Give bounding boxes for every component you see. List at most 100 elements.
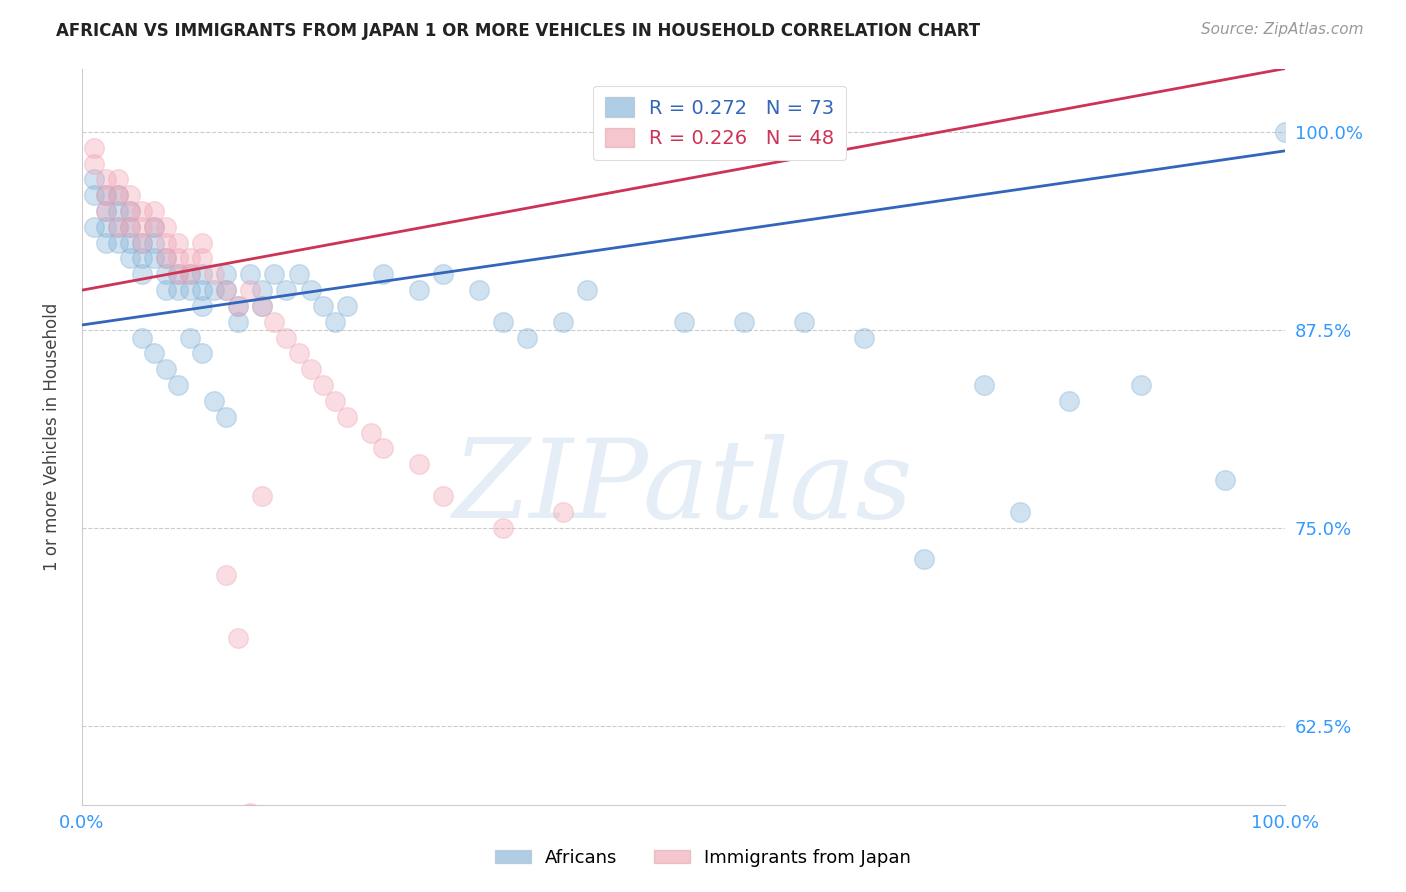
Africans	[276, 283, 298, 297]
Africans	[252, 299, 274, 313]
Text: AFRICAN VS IMMIGRANTS FROM JAPAN 1 OR MORE VEHICLES IN HOUSEHOLD CORRELATION CHA: AFRICAN VS IMMIGRANTS FROM JAPAN 1 OR MO…	[56, 22, 980, 40]
Immigrants from Japan	[167, 268, 190, 282]
Africans	[228, 315, 250, 329]
Immigrants from Japan	[371, 442, 394, 456]
Immigrants from Japan	[120, 204, 142, 219]
Africans	[215, 268, 238, 282]
Africans	[155, 268, 177, 282]
Africans	[853, 331, 876, 345]
Africans	[155, 283, 177, 297]
Immigrants from Japan	[191, 252, 214, 266]
Immigrants from Japan	[120, 188, 142, 202]
Africans	[191, 299, 214, 313]
Y-axis label: 1 or more Vehicles in Household: 1 or more Vehicles in Household	[44, 302, 60, 571]
Africans	[793, 315, 815, 329]
Africans	[143, 252, 166, 266]
Africans	[371, 268, 394, 282]
Africans	[179, 331, 201, 345]
Immigrants from Japan	[432, 489, 454, 503]
Immigrants from Japan	[492, 521, 515, 535]
Africans	[1274, 125, 1296, 139]
Africans	[973, 378, 995, 392]
Immigrants from Japan	[155, 219, 177, 234]
Text: Source: ZipAtlas.com: Source: ZipAtlas.com	[1201, 22, 1364, 37]
Africans	[83, 172, 105, 186]
Immigrants from Japan	[155, 235, 177, 250]
Immigrants from Japan	[131, 204, 153, 219]
Africans	[299, 283, 322, 297]
Africans	[131, 331, 153, 345]
Africans	[120, 252, 142, 266]
Africans	[1057, 394, 1080, 409]
Immigrants from Japan	[83, 141, 105, 155]
Immigrants from Japan	[252, 489, 274, 503]
Immigrants from Japan	[408, 458, 430, 472]
Legend: R = 0.272   N = 73, R = 0.226   N = 48: R = 0.272 N = 73, R = 0.226 N = 48	[593, 86, 846, 160]
Africans	[191, 268, 214, 282]
Immigrants from Japan	[239, 283, 262, 297]
Immigrants from Japan	[228, 299, 250, 313]
Immigrants from Japan	[202, 268, 225, 282]
Immigrants from Japan	[239, 805, 262, 820]
Immigrants from Japan	[167, 235, 190, 250]
Immigrants from Japan	[94, 172, 117, 186]
Africans	[323, 315, 346, 329]
Africans	[191, 283, 214, 297]
Immigrants from Japan	[553, 505, 575, 519]
Africans	[167, 268, 190, 282]
Immigrants from Japan	[107, 219, 129, 234]
Africans	[155, 252, 177, 266]
Immigrants from Japan	[215, 283, 238, 297]
Africans	[576, 283, 599, 297]
Immigrants from Japan	[167, 252, 190, 266]
Immigrants from Japan	[323, 394, 346, 409]
Immigrants from Japan	[311, 378, 333, 392]
Immigrants from Japan	[336, 409, 359, 424]
Africans	[239, 268, 262, 282]
Africans	[131, 252, 153, 266]
Africans	[167, 378, 190, 392]
Africans	[336, 299, 359, 313]
Africans	[191, 346, 214, 360]
Africans	[263, 268, 285, 282]
Africans	[516, 331, 538, 345]
Africans	[94, 188, 117, 202]
Africans	[468, 283, 491, 297]
Immigrants from Japan	[287, 346, 309, 360]
Immigrants from Japan	[143, 204, 166, 219]
Immigrants from Japan	[107, 188, 129, 202]
Immigrants from Japan	[191, 235, 214, 250]
Africans	[94, 204, 117, 219]
Immigrants from Japan	[131, 235, 153, 250]
Immigrants from Japan	[155, 252, 177, 266]
Immigrants from Japan	[94, 204, 117, 219]
Immigrants from Japan	[228, 632, 250, 646]
Africans	[167, 283, 190, 297]
Africans	[143, 235, 166, 250]
Africans	[1129, 378, 1152, 392]
Africans	[252, 283, 274, 297]
Africans	[131, 268, 153, 282]
Africans	[733, 315, 755, 329]
Africans	[1213, 473, 1236, 487]
Africans	[83, 219, 105, 234]
Africans	[432, 268, 454, 282]
Africans	[107, 204, 129, 219]
Immigrants from Japan	[276, 331, 298, 345]
Africans	[120, 204, 142, 219]
Immigrants from Japan	[299, 362, 322, 376]
Immigrants from Japan	[263, 315, 285, 329]
Text: ZIPatlas: ZIPatlas	[453, 434, 914, 541]
Africans	[107, 188, 129, 202]
Immigrants from Japan	[83, 156, 105, 170]
Immigrants from Japan	[360, 425, 382, 440]
Immigrants from Japan	[94, 188, 117, 202]
Immigrants from Japan	[215, 568, 238, 582]
Africans	[553, 315, 575, 329]
Immigrants from Japan	[179, 252, 201, 266]
Immigrants from Japan	[120, 219, 142, 234]
Africans	[107, 235, 129, 250]
Immigrants from Japan	[179, 268, 201, 282]
Africans	[202, 283, 225, 297]
Immigrants from Japan	[107, 172, 129, 186]
